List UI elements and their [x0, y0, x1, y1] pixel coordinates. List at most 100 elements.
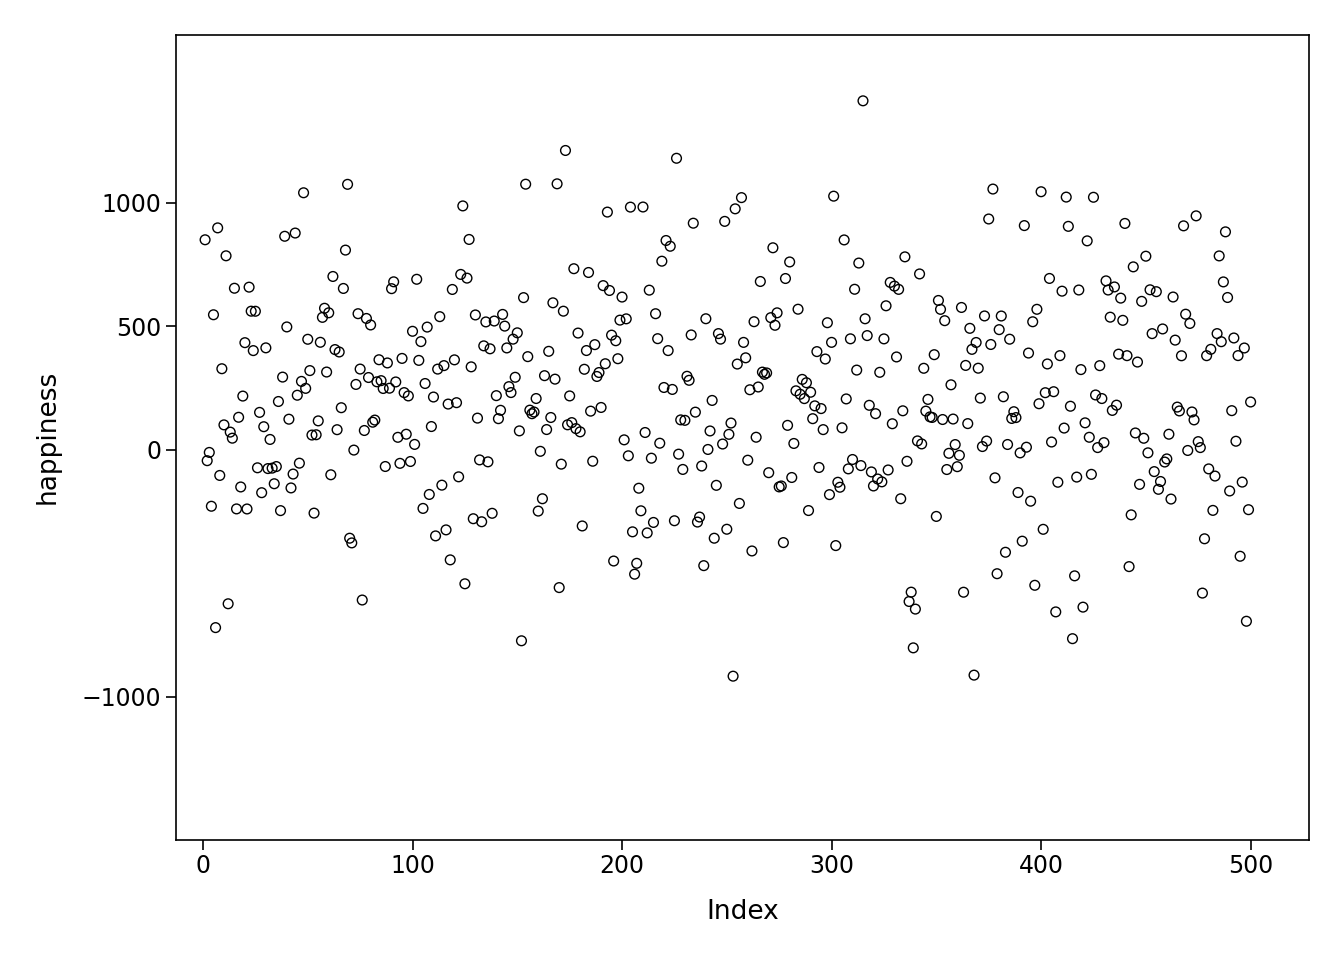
Point	[812, 422, 833, 438]
Point	[1111, 313, 1133, 328]
Point	[1081, 467, 1102, 482]
Point	[1016, 440, 1038, 455]
Point	[1070, 362, 1091, 377]
Point	[785, 383, 806, 398]
Point	[630, 503, 652, 518]
Point	[911, 436, 933, 451]
Point	[327, 422, 348, 438]
Point	[1231, 474, 1253, 490]
Point	[1204, 468, 1226, 484]
Point	[802, 411, 824, 426]
Point	[538, 344, 559, 359]
Point	[251, 485, 273, 500]
Point	[203, 307, 224, 323]
Point	[661, 382, 683, 397]
Point	[450, 267, 472, 282]
Point	[1102, 403, 1124, 419]
Point	[1110, 291, 1132, 306]
Point	[808, 460, 829, 475]
Point	[297, 331, 319, 347]
Point	[399, 454, 421, 469]
Point	[922, 410, 943, 425]
Point	[675, 413, 696, 428]
Point	[1230, 548, 1251, 564]
Point	[728, 495, 750, 511]
Point	[1126, 354, 1148, 370]
Point	[1169, 403, 1191, 419]
Point	[1198, 461, 1219, 476]
Point	[414, 375, 435, 391]
Point	[984, 470, 1005, 486]
Point	[358, 370, 379, 385]
Point	[765, 318, 786, 333]
Point	[255, 340, 277, 355]
Point	[953, 585, 974, 600]
Point	[1130, 294, 1152, 309]
Point	[585, 337, 606, 352]
Point	[544, 372, 566, 387]
Point	[601, 327, 622, 343]
Point	[454, 576, 476, 591]
Point	[345, 376, 367, 392]
Point	[270, 503, 292, 518]
Point	[567, 325, 589, 341]
Point	[982, 181, 1004, 197]
Point	[335, 243, 356, 258]
Point	[513, 290, 535, 305]
Point	[1003, 404, 1024, 420]
Point	[1163, 289, 1184, 304]
Point	[540, 410, 562, 425]
Point	[991, 308, 1012, 324]
Point	[969, 391, 991, 406]
Point	[915, 403, 937, 419]
Point	[1137, 445, 1159, 461]
Point	[375, 459, 396, 474]
Point	[1066, 469, 1087, 485]
Point	[290, 373, 312, 389]
Point	[485, 388, 507, 403]
Point	[285, 226, 306, 241]
Point	[1149, 474, 1171, 490]
Point	[403, 437, 425, 452]
Point	[855, 311, 876, 326]
Point	[668, 446, 689, 462]
Point	[949, 447, 970, 463]
Point	[903, 640, 925, 656]
Point	[965, 335, 986, 350]
Point	[938, 445, 960, 461]
Point	[620, 200, 641, 215]
Point	[362, 415, 383, 430]
Point	[859, 397, 880, 413]
Point	[845, 363, 867, 378]
Point	[384, 374, 406, 390]
Point	[879, 275, 900, 290]
Point	[215, 248, 237, 263]
Point	[1013, 218, 1035, 233]
Point	[465, 307, 487, 323]
Point	[356, 311, 378, 326]
Point	[679, 372, 700, 388]
Point	[511, 633, 532, 648]
Point	[1005, 410, 1027, 425]
Point	[818, 487, 840, 502]
Point	[646, 331, 668, 347]
Point	[755, 365, 777, 380]
Point	[376, 355, 398, 371]
Point	[320, 468, 341, 483]
Point	[1017, 346, 1039, 361]
Point	[503, 331, 524, 347]
Point	[653, 380, 675, 396]
Point	[469, 452, 491, 468]
Point	[980, 337, 1001, 352]
Point	[1235, 613, 1257, 629]
Point	[875, 299, 896, 314]
Point	[702, 393, 723, 408]
Point	[1216, 290, 1238, 305]
Point	[1103, 279, 1125, 295]
Point	[913, 361, 934, 376]
Point	[934, 313, 956, 328]
Point	[1154, 454, 1176, 469]
Point	[257, 461, 278, 476]
Point	[837, 461, 859, 476]
Point	[978, 211, 1000, 227]
